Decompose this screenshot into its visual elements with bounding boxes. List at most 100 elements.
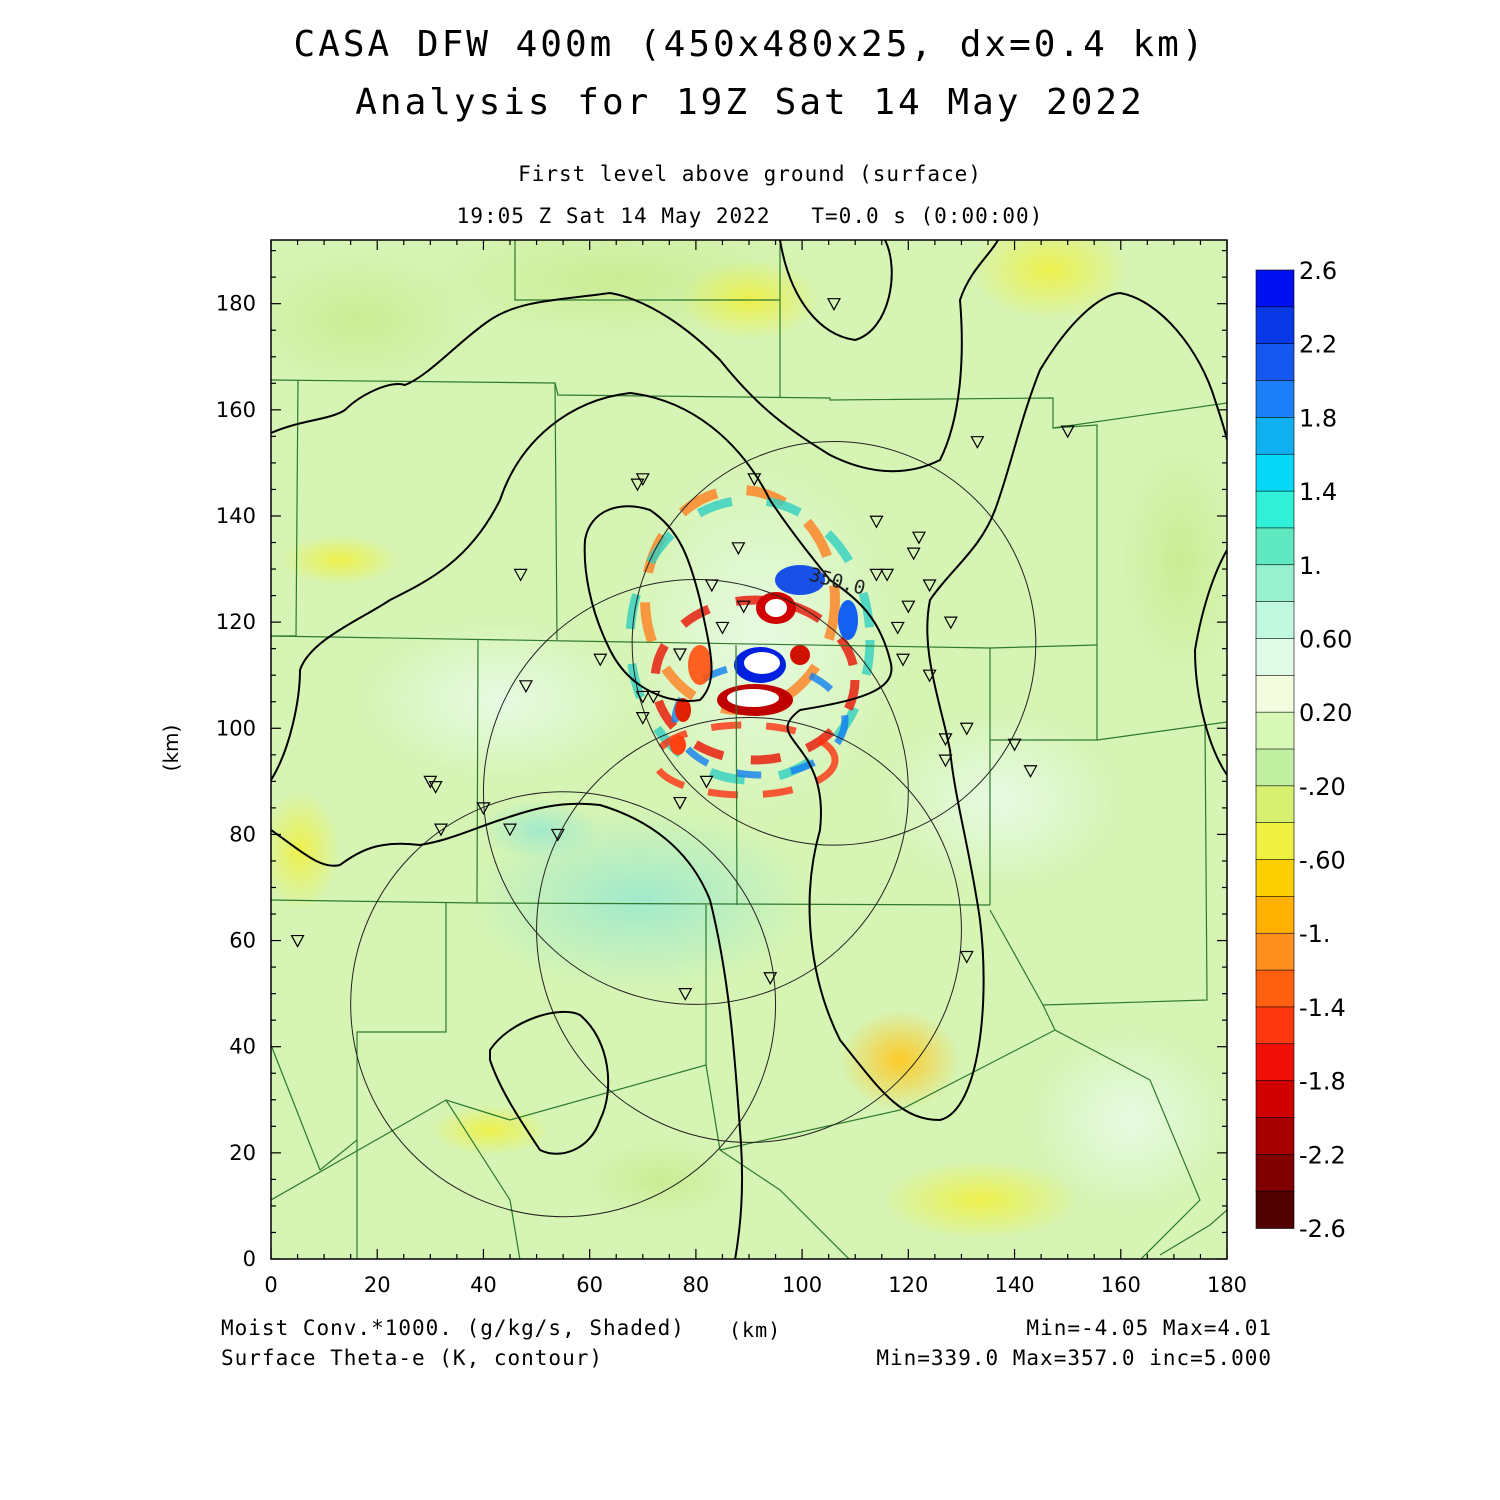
valid-time-label: 19:05 Z Sat 14 May 2022 T=0.0 s (0:00:00… — [456, 204, 1044, 228]
colorbar-swatch — [1255, 417, 1295, 456]
x-tick-label: 20 — [364, 1273, 391, 1297]
shaded-field — [271, 240, 1227, 1259]
y-tick-label: 180 — [216, 292, 256, 316]
station-marker — [943, 616, 958, 630]
axis-ticks — [270, 240, 1228, 1260]
colorbar-label: 1.8 — [1299, 404, 1337, 432]
station-marker — [959, 950, 974, 964]
station-marker — [678, 988, 693, 1001]
station-marker — [826, 298, 841, 311]
x-tick-label: 0 — [264, 1273, 277, 1297]
county-boundaries — [271, 240, 1227, 1259]
colorbar-swatch — [1255, 969, 1295, 1008]
station-marker — [959, 722, 974, 736]
range-ring-4 — [350, 791, 777, 1218]
y-tick-label: 160 — [216, 398, 256, 422]
x-tick-label: 160 — [1101, 1273, 1141, 1297]
station-marker — [550, 828, 565, 842]
colorbar-labels: 2.6 2.2 1.8 1.4 1. 0.60 0.20 -.20 -.60 -1. -1.4 -1.… — [1299, 257, 1352, 1243]
colorbar-swatch — [1255, 1043, 1295, 1082]
colorbar-swatch — [1255, 822, 1295, 861]
station-marker — [1007, 738, 1022, 752]
y-tick-label: 100 — [216, 716, 256, 740]
contour-field-description: Surface Theta-e (K, contour) — [221, 1346, 604, 1370]
colorbar-label: 1. — [1299, 552, 1322, 580]
colorbar-swatch — [1255, 638, 1295, 677]
station-marker — [938, 733, 953, 747]
colorbar-swatch — [1255, 711, 1295, 750]
y-tick-label: 80 — [229, 822, 256, 846]
theta-e-contours — [271, 240, 1227, 1259]
station-marker — [635, 690, 650, 704]
colorbar-label: -.20 — [1299, 773, 1346, 801]
y-axis-label: (km) — [159, 725, 183, 772]
colorbar-label: -1.4 — [1299, 994, 1346, 1022]
station-marker — [699, 775, 714, 789]
colorbar-swatch — [1255, 453, 1295, 492]
station-marker — [428, 781, 443, 794]
station-marker — [901, 600, 916, 614]
station-marker — [736, 600, 751, 614]
colorbar-swatch — [1255, 1006, 1295, 1045]
colorbar-swatch — [1255, 343, 1295, 382]
x-tick-labels: 0 20 40 60 80 100 120 140 160 180 — [264, 1273, 1247, 1297]
colorbar-swatch — [1255, 527, 1295, 566]
station-marker — [1060, 425, 1075, 439]
colorbar-swatch — [1255, 859, 1295, 898]
y-tick-label: 0 — [243, 1247, 256, 1271]
station-marker — [433, 823, 448, 837]
colorbar-swatch — [1255, 1190, 1295, 1229]
station-marker — [747, 473, 762, 487]
y-tick-label: 120 — [216, 610, 256, 634]
colorbar-swatch — [1255, 306, 1295, 345]
station-marker — [869, 515, 884, 529]
map-subtitle: Analysis for 19Z Sat 14 May 2022 — [355, 82, 1145, 123]
y-tick-label: 20 — [229, 1141, 256, 1165]
station-marker — [869, 568, 884, 582]
colorbar-label: -1. — [1299, 920, 1331, 948]
x-tick-label: 80 — [683, 1273, 710, 1297]
station-marker — [1023, 765, 1038, 778]
station-marker — [518, 680, 533, 694]
station-marker — [630, 478, 645, 492]
x-tick-label: 100 — [782, 1273, 822, 1297]
colorbar-swatch — [1255, 1117, 1295, 1156]
colorbar-label: 0.20 — [1299, 699, 1352, 727]
station-marker — [704, 579, 719, 593]
colorbar-swatch — [1255, 490, 1295, 529]
station-marker — [646, 690, 661, 704]
station-marker — [593, 653, 608, 667]
station-marker — [476, 802, 491, 816]
station-marker — [880, 568, 895, 582]
shaded-field-range: Min=-4.05 Max=4.01 — [1026, 1316, 1272, 1340]
colorbar-swatch — [1255, 380, 1295, 419]
range-ring-2 — [482, 579, 909, 1005]
station-markers — [290, 298, 1075, 1001]
contour-field-range: Min=339.0 Max=357.0 inc=5.000 — [876, 1346, 1272, 1370]
station-marker — [938, 754, 953, 768]
y-tick-label: 140 — [216, 504, 256, 528]
y-tick-label: 60 — [229, 929, 256, 953]
colorbar-swatch — [1255, 785, 1295, 824]
station-marker — [970, 436, 985, 449]
colorbar-label: 0.60 — [1299, 625, 1352, 653]
range-ring-3 — [536, 717, 962, 1143]
colorbar-swatch — [1255, 269, 1295, 308]
level-label: First level above ground (surface) — [518, 162, 982, 186]
station-marker — [890, 621, 905, 635]
station-marker — [763, 972, 778, 985]
station-marker — [896, 653, 911, 667]
colorbar-swatch — [1255, 675, 1295, 713]
shaded-field-description: Moist Conv.*1000. (g/kg/s, Shaded) — [221, 1316, 685, 1340]
station-marker — [911, 531, 926, 545]
station-marker — [635, 473, 650, 487]
station-marker — [290, 934, 305, 948]
colorbar-label: 2.6 — [1299, 257, 1337, 285]
colorbar-swatch — [1255, 601, 1295, 640]
colorbar-label: -1.8 — [1299, 1068, 1346, 1096]
map-title: CASA DFW 400m (450x480x25, dx=0.4 km) — [293, 24, 1207, 65]
x-tick-label: 60 — [576, 1273, 603, 1297]
x-axis-label: (km) — [729, 1318, 782, 1342]
station-marker — [906, 547, 921, 561]
